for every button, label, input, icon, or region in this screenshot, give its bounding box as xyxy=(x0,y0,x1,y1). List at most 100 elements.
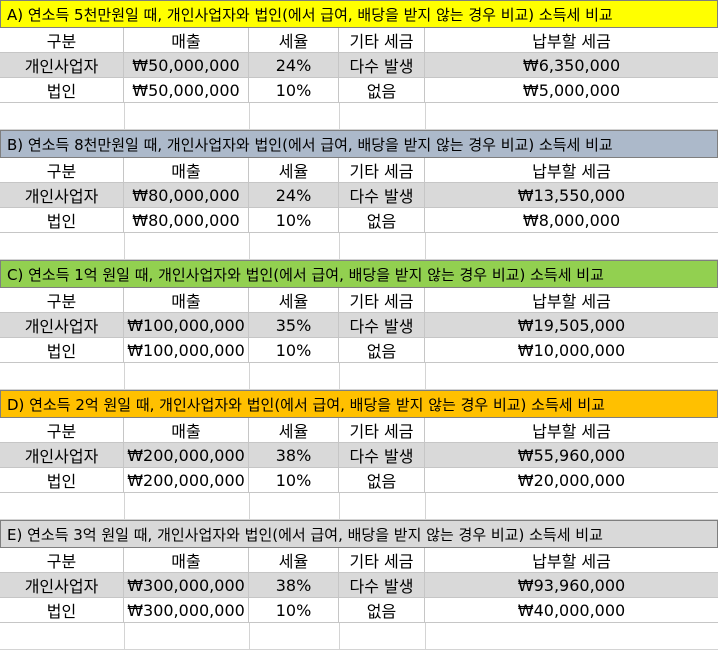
cell-other-tax[interactable]: 없음 xyxy=(339,78,425,103)
header-cell[interactable]: 세율 xyxy=(249,288,339,313)
header-cell[interactable]: 구분 xyxy=(0,28,124,53)
cell-tax-rate[interactable]: 10% xyxy=(249,208,339,233)
header-cell[interactable]: 납부할 세금 xyxy=(425,288,718,313)
section-title[interactable]: C) 연소득 1억 원일 때, 개인사업자와 법인(에서 급여, 배당을 받지 … xyxy=(0,260,718,288)
cell-category[interactable]: 개인사업자 xyxy=(0,443,124,468)
section-title[interactable]: E) 연소득 3억 원일 때, 개인사업자와 법인(에서 급여, 배당을 받지 … xyxy=(0,520,718,548)
cell-category[interactable]: 개인사업자 xyxy=(0,183,124,208)
cell-tax-rate[interactable]: 35% xyxy=(249,313,339,338)
gridline xyxy=(339,493,340,519)
gridline xyxy=(339,623,340,649)
cell-tax-due[interactable]: ₩55,960,000 xyxy=(425,443,718,468)
cell-tax-rate[interactable]: 10% xyxy=(249,78,339,103)
cell-revenue[interactable]: ₩300,000,000 xyxy=(124,598,249,623)
section-title[interactable]: D) 연소득 2억 원일 때, 개인사업자와 법인(에서 급여, 배당을 받지 … xyxy=(0,390,718,418)
header-cell[interactable]: 세율 xyxy=(249,418,339,443)
cell-other-tax[interactable]: 다수 발생 xyxy=(339,573,425,598)
cell-tax-rate[interactable]: 38% xyxy=(249,573,339,598)
header-cell[interactable]: 구분 xyxy=(0,158,124,183)
cell-revenue[interactable]: ₩50,000,000 xyxy=(124,53,249,78)
cell-category[interactable]: 법인 xyxy=(0,208,124,233)
cell-category[interactable]: 개인사업자 xyxy=(0,573,124,598)
gridline xyxy=(339,233,340,259)
header-cell[interactable]: 구분 xyxy=(0,288,124,313)
cell-category[interactable]: 법인 xyxy=(0,468,124,493)
cell-tax-due[interactable]: ₩93,960,000 xyxy=(425,573,718,598)
gridline xyxy=(249,103,250,129)
header-cell[interactable]: 매출 xyxy=(124,288,249,313)
header-cell[interactable]: 납부할 세금 xyxy=(425,418,718,443)
cell-tax-due[interactable]: ₩8,000,000 xyxy=(425,208,718,233)
cell-other-tax[interactable]: 다수 발생 xyxy=(339,183,425,208)
header-cell[interactable]: 세율 xyxy=(249,158,339,183)
header-cell[interactable]: 세율 xyxy=(249,548,339,573)
header-cell[interactable]: 기타 세금 xyxy=(339,288,425,313)
cell-category[interactable]: 개인사업자 xyxy=(0,53,124,78)
table-row: 개인사업자 ₩100,000,000 35% 다수 발생 ₩19,505,000 xyxy=(0,313,718,338)
cell-tax-rate[interactable]: 10% xyxy=(249,598,339,623)
header-row: 구분 매출 세율 기타 세금 납부할 세금 xyxy=(0,288,718,313)
cell-revenue[interactable]: ₩80,000,000 xyxy=(124,183,249,208)
header-cell[interactable]: 매출 xyxy=(124,158,249,183)
gridline xyxy=(249,623,250,649)
gridline xyxy=(339,363,340,389)
cell-tax-due[interactable]: ₩19,505,000 xyxy=(425,313,718,338)
gridline xyxy=(339,103,340,129)
header-cell[interactable]: 매출 xyxy=(124,548,249,573)
gridline xyxy=(425,233,426,259)
cell-revenue[interactable]: ₩50,000,000 xyxy=(124,78,249,103)
header-cell[interactable]: 매출 xyxy=(124,418,249,443)
cell-other-tax[interactable]: 다수 발생 xyxy=(339,313,425,338)
cell-revenue[interactable]: ₩80,000,000 xyxy=(124,208,249,233)
empty-row[interactable] xyxy=(0,233,718,260)
empty-row[interactable] xyxy=(0,363,718,390)
section-title[interactable]: B) 연소득 8천만원일 때, 개인사업자와 법인(에서 급여, 배당을 받지 … xyxy=(0,130,718,158)
cell-tax-rate[interactable]: 24% xyxy=(249,183,339,208)
table-row: 개인사업자 ₩50,000,000 24% 다수 발생 ₩6,350,000 xyxy=(0,53,718,78)
header-cell[interactable]: 납부할 세금 xyxy=(425,158,718,183)
cell-tax-rate[interactable]: 10% xyxy=(249,338,339,363)
header-cell[interactable]: 기타 세금 xyxy=(339,28,425,53)
cell-tax-due[interactable]: ₩20,000,000 xyxy=(425,468,718,493)
header-cell[interactable]: 기타 세금 xyxy=(339,158,425,183)
empty-row[interactable] xyxy=(0,103,718,130)
header-cell[interactable]: 구분 xyxy=(0,418,124,443)
cell-other-tax[interactable]: 없음 xyxy=(339,598,425,623)
cell-tax-due[interactable]: ₩5,000,000 xyxy=(425,78,718,103)
cell-revenue[interactable]: ₩100,000,000 xyxy=(124,338,249,363)
cell-other-tax[interactable]: 없음 xyxy=(339,468,425,493)
header-cell[interactable]: 기타 세금 xyxy=(339,548,425,573)
gridline xyxy=(425,623,426,649)
cell-category[interactable]: 개인사업자 xyxy=(0,313,124,338)
cell-category[interactable]: 법인 xyxy=(0,338,124,363)
gridline xyxy=(425,363,426,389)
cell-category[interactable]: 법인 xyxy=(0,78,124,103)
header-cell[interactable]: 기타 세금 xyxy=(339,418,425,443)
cell-other-tax[interactable]: 없음 xyxy=(339,338,425,363)
cell-revenue[interactable]: ₩100,000,000 xyxy=(124,313,249,338)
header-cell[interactable]: 납부할 세금 xyxy=(425,548,718,573)
cell-tax-rate[interactable]: 38% xyxy=(249,443,339,468)
cell-other-tax[interactable]: 없음 xyxy=(339,208,425,233)
section-title[interactable]: A) 연소득 5천만원일 때, 개인사업자와 법인(에서 급여, 배당을 받지 … xyxy=(0,0,718,28)
header-cell[interactable]: 납부할 세금 xyxy=(425,28,718,53)
header-cell[interactable]: 세율 xyxy=(249,28,339,53)
empty-row[interactable] xyxy=(0,493,718,520)
cell-revenue[interactable]: ₩200,000,000 xyxy=(124,468,249,493)
header-cell[interactable]: 구분 xyxy=(0,548,124,573)
cell-revenue[interactable]: ₩200,000,000 xyxy=(124,443,249,468)
cell-tax-rate[interactable]: 10% xyxy=(249,468,339,493)
cell-tax-due[interactable]: ₩40,000,000 xyxy=(425,598,718,623)
empty-row[interactable] xyxy=(0,623,718,650)
cell-category[interactable]: 법인 xyxy=(0,598,124,623)
cell-other-tax[interactable]: 다수 발생 xyxy=(339,443,425,468)
header-cell[interactable]: 매출 xyxy=(124,28,249,53)
cell-tax-due[interactable]: ₩6,350,000 xyxy=(425,53,718,78)
cell-other-tax[interactable]: 다수 발생 xyxy=(339,53,425,78)
cell-tax-due[interactable]: ₩10,000,000 xyxy=(425,338,718,363)
cell-revenue[interactable]: ₩300,000,000 xyxy=(124,573,249,598)
cell-tax-due[interactable]: ₩13,550,000 xyxy=(425,183,718,208)
table-row: 법인 ₩80,000,000 10% 없음 ₩8,000,000 xyxy=(0,208,718,233)
cell-tax-rate[interactable]: 24% xyxy=(249,53,339,78)
